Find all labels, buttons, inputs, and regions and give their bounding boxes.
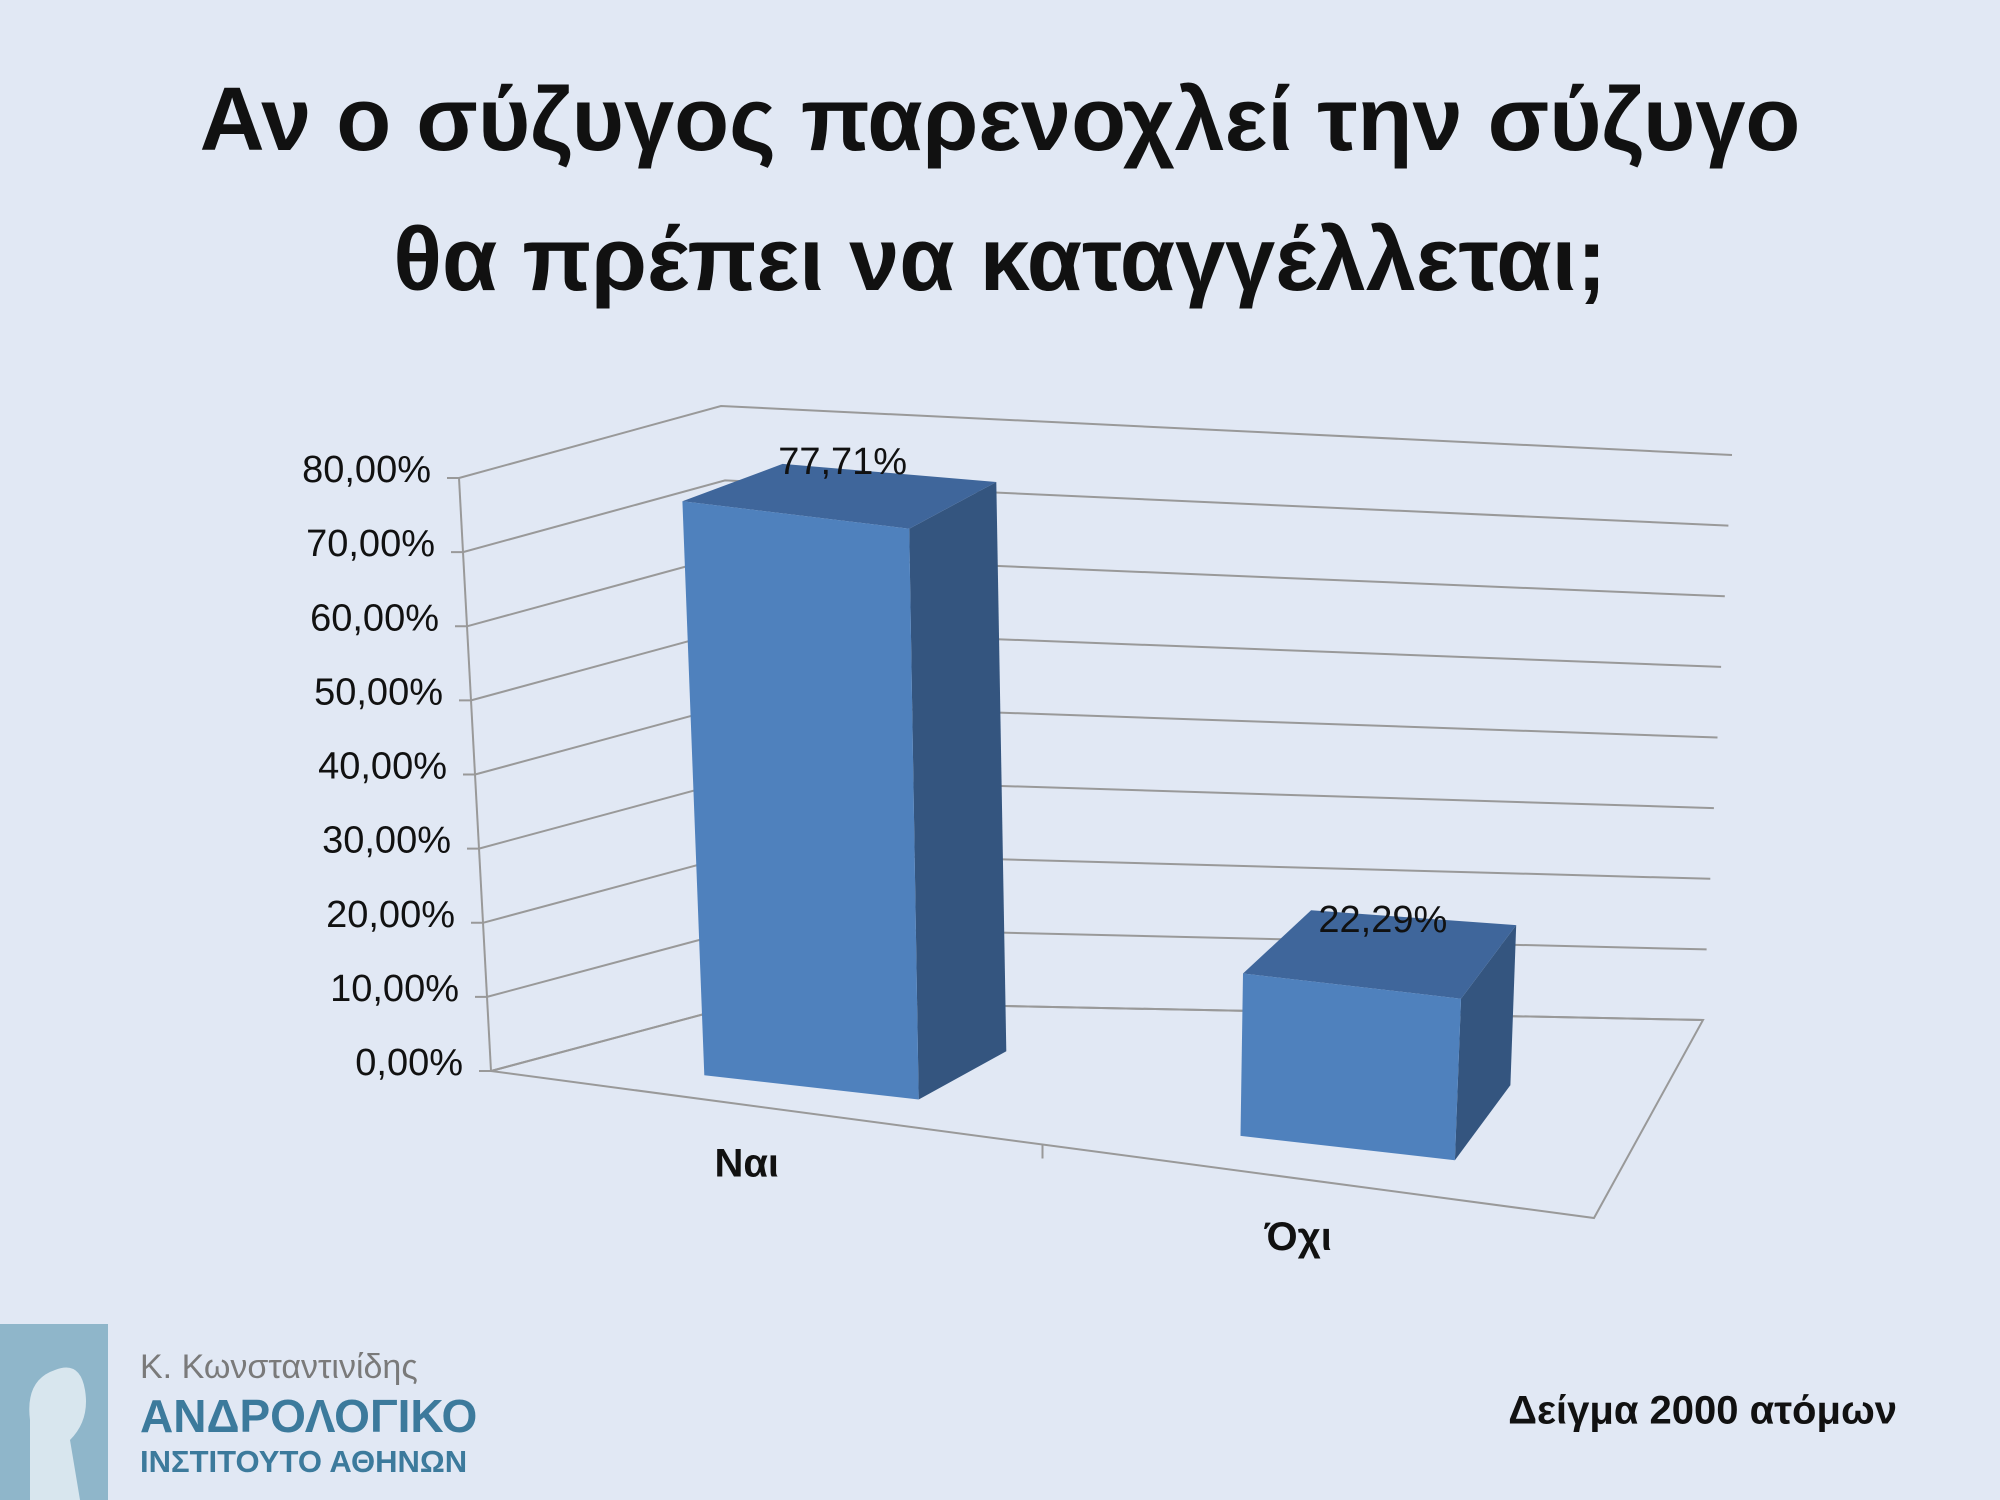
grid-line (478, 776, 1714, 850)
grid-line (458, 404, 1733, 479)
logo-author: Κ. Κωνσταντινίδης (140, 1348, 418, 1386)
y-tick-label: 20,00% (326, 894, 455, 936)
grid-line (470, 628, 1722, 702)
bar (682, 501, 919, 1100)
grid-line (486, 925, 1707, 998)
sample-note: Δείγμα 2000 ατόμων (1508, 1389, 1897, 1433)
y-tick-label: 0,00% (355, 1042, 463, 1084)
logo-line1: ΑΝΔΡΟΛΟΓΙΚΟ (140, 1390, 477, 1442)
y-tick-label: 50,00% (314, 671, 443, 713)
value-label: 22,29% (1318, 899, 1447, 941)
y-tick-label: 10,00% (330, 968, 459, 1010)
grid-line (490, 999, 1704, 1072)
grid-line (466, 553, 1725, 628)
y-tick-label: 70,00% (306, 523, 435, 565)
grid-line (482, 851, 1711, 924)
y-tick-label: 40,00% (318, 746, 447, 788)
y-tick-label: 30,00% (322, 820, 451, 862)
bar-top (682, 463, 997, 529)
bar-side (909, 482, 1007, 1100)
value-label: 77,71% (778, 441, 907, 483)
bar (1240, 973, 1461, 1161)
bar-side (1454, 925, 1517, 1161)
x-tick-label: Όχι (1264, 1215, 1332, 1259)
grid-line (462, 479, 1729, 554)
y-tick-label: 60,00% (310, 597, 439, 639)
y-tick-label: 80,00% (302, 449, 431, 491)
logo-figure (29, 1367, 87, 1500)
bar-top (1243, 910, 1517, 999)
x-tick-label: Ναι (714, 1141, 779, 1185)
logo-line2: ΙΝΣΤΙΤΟΥΤΟ ΑΘΗΝΩΝ (140, 1444, 467, 1479)
chart-title: Αν ο σύζυγος παρενοχλεί την σύζυγο θα πρ… (199, 70, 1801, 310)
floor (490, 999, 1705, 1220)
grid-line (474, 702, 1718, 776)
